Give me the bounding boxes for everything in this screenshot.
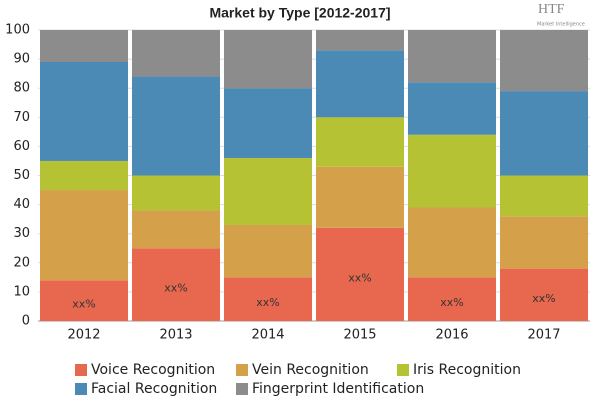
bar-segment — [224, 30, 312, 89]
y-tick-label: 100 — [5, 23, 30, 38]
legend-swatch — [75, 383, 87, 395]
legend-swatch — [75, 364, 87, 376]
x-tick-label: 2016 — [435, 328, 468, 343]
y-tick-label: 0 — [22, 314, 30, 329]
y-tick-label: 90 — [13, 52, 30, 67]
x-tick-label: 2015 — [343, 328, 376, 343]
bar-segment — [132, 76, 220, 176]
chart-title: Market by Type [2012-2017] — [209, 5, 390, 21]
legend-label: Facial Recognition — [91, 381, 217, 397]
bar-segment — [40, 190, 128, 281]
bar-segment — [500, 30, 588, 92]
value-label: xx% — [164, 282, 187, 295]
bar-segment — [408, 277, 496, 321]
bar-segment — [500, 216, 588, 269]
bar-segment — [132, 30, 220, 77]
bar-segment — [408, 82, 496, 135]
bar-segment — [132, 210, 220, 249]
bar-segment — [132, 175, 220, 211]
legend-label: Vein Recognition — [252, 362, 369, 378]
legend-label: Voice Recognition — [91, 362, 215, 378]
value-label: xx% — [72, 298, 95, 311]
bar-segment — [408, 207, 496, 278]
x-tick-label: 2014 — [251, 328, 284, 343]
bar-segment — [224, 224, 312, 278]
y-tick-label: 50 — [13, 168, 30, 183]
value-label: xx% — [348, 271, 371, 284]
bar-segment — [224, 277, 312, 321]
bar-segment — [500, 175, 588, 217]
y-tick-label: 60 — [13, 139, 30, 154]
bar-segment — [316, 227, 404, 321]
logo-mark: HTF — [538, 2, 565, 17]
bar-segment — [500, 268, 588, 321]
y-tick-label: 30 — [13, 226, 30, 241]
bar-segment — [224, 88, 312, 159]
x-tick-label: 2017 — [527, 328, 560, 343]
bar-segment — [40, 62, 128, 161]
logo-text: Market Intelligence — [537, 22, 585, 28]
bar-segment — [40, 160, 128, 191]
bar-segment — [408, 30, 496, 83]
y-tick-label: 40 — [13, 197, 30, 212]
x-tick-label: 2012 — [67, 328, 100, 343]
bar-segment — [316, 166, 404, 228]
y-tick-label: 70 — [13, 110, 30, 125]
bar-segment — [224, 158, 312, 225]
bar-segment — [40, 280, 128, 321]
bar-segment — [40, 30, 128, 63]
x-tick-label: 2013 — [159, 328, 192, 343]
bar-segment — [132, 248, 220, 321]
legend-swatch — [236, 364, 248, 376]
y-tick-label: 20 — [13, 255, 30, 270]
value-label: xx% — [532, 292, 555, 305]
y-tick-label: 10 — [13, 284, 30, 299]
legend-swatch — [236, 383, 248, 395]
legend-swatch — [397, 364, 409, 376]
bar-segment — [316, 30, 404, 51]
legend-label: Fingerprint Identification — [252, 381, 424, 397]
y-tick-label: 80 — [13, 81, 30, 96]
bar-segment — [316, 50, 404, 118]
bar-segment — [500, 91, 588, 176]
legend-label: Iris Recognition — [413, 362, 521, 378]
bar-segment — [408, 134, 496, 208]
bar-segment — [316, 117, 404, 167]
value-label: xx% — [440, 296, 463, 309]
value-label: xx% — [256, 296, 279, 309]
